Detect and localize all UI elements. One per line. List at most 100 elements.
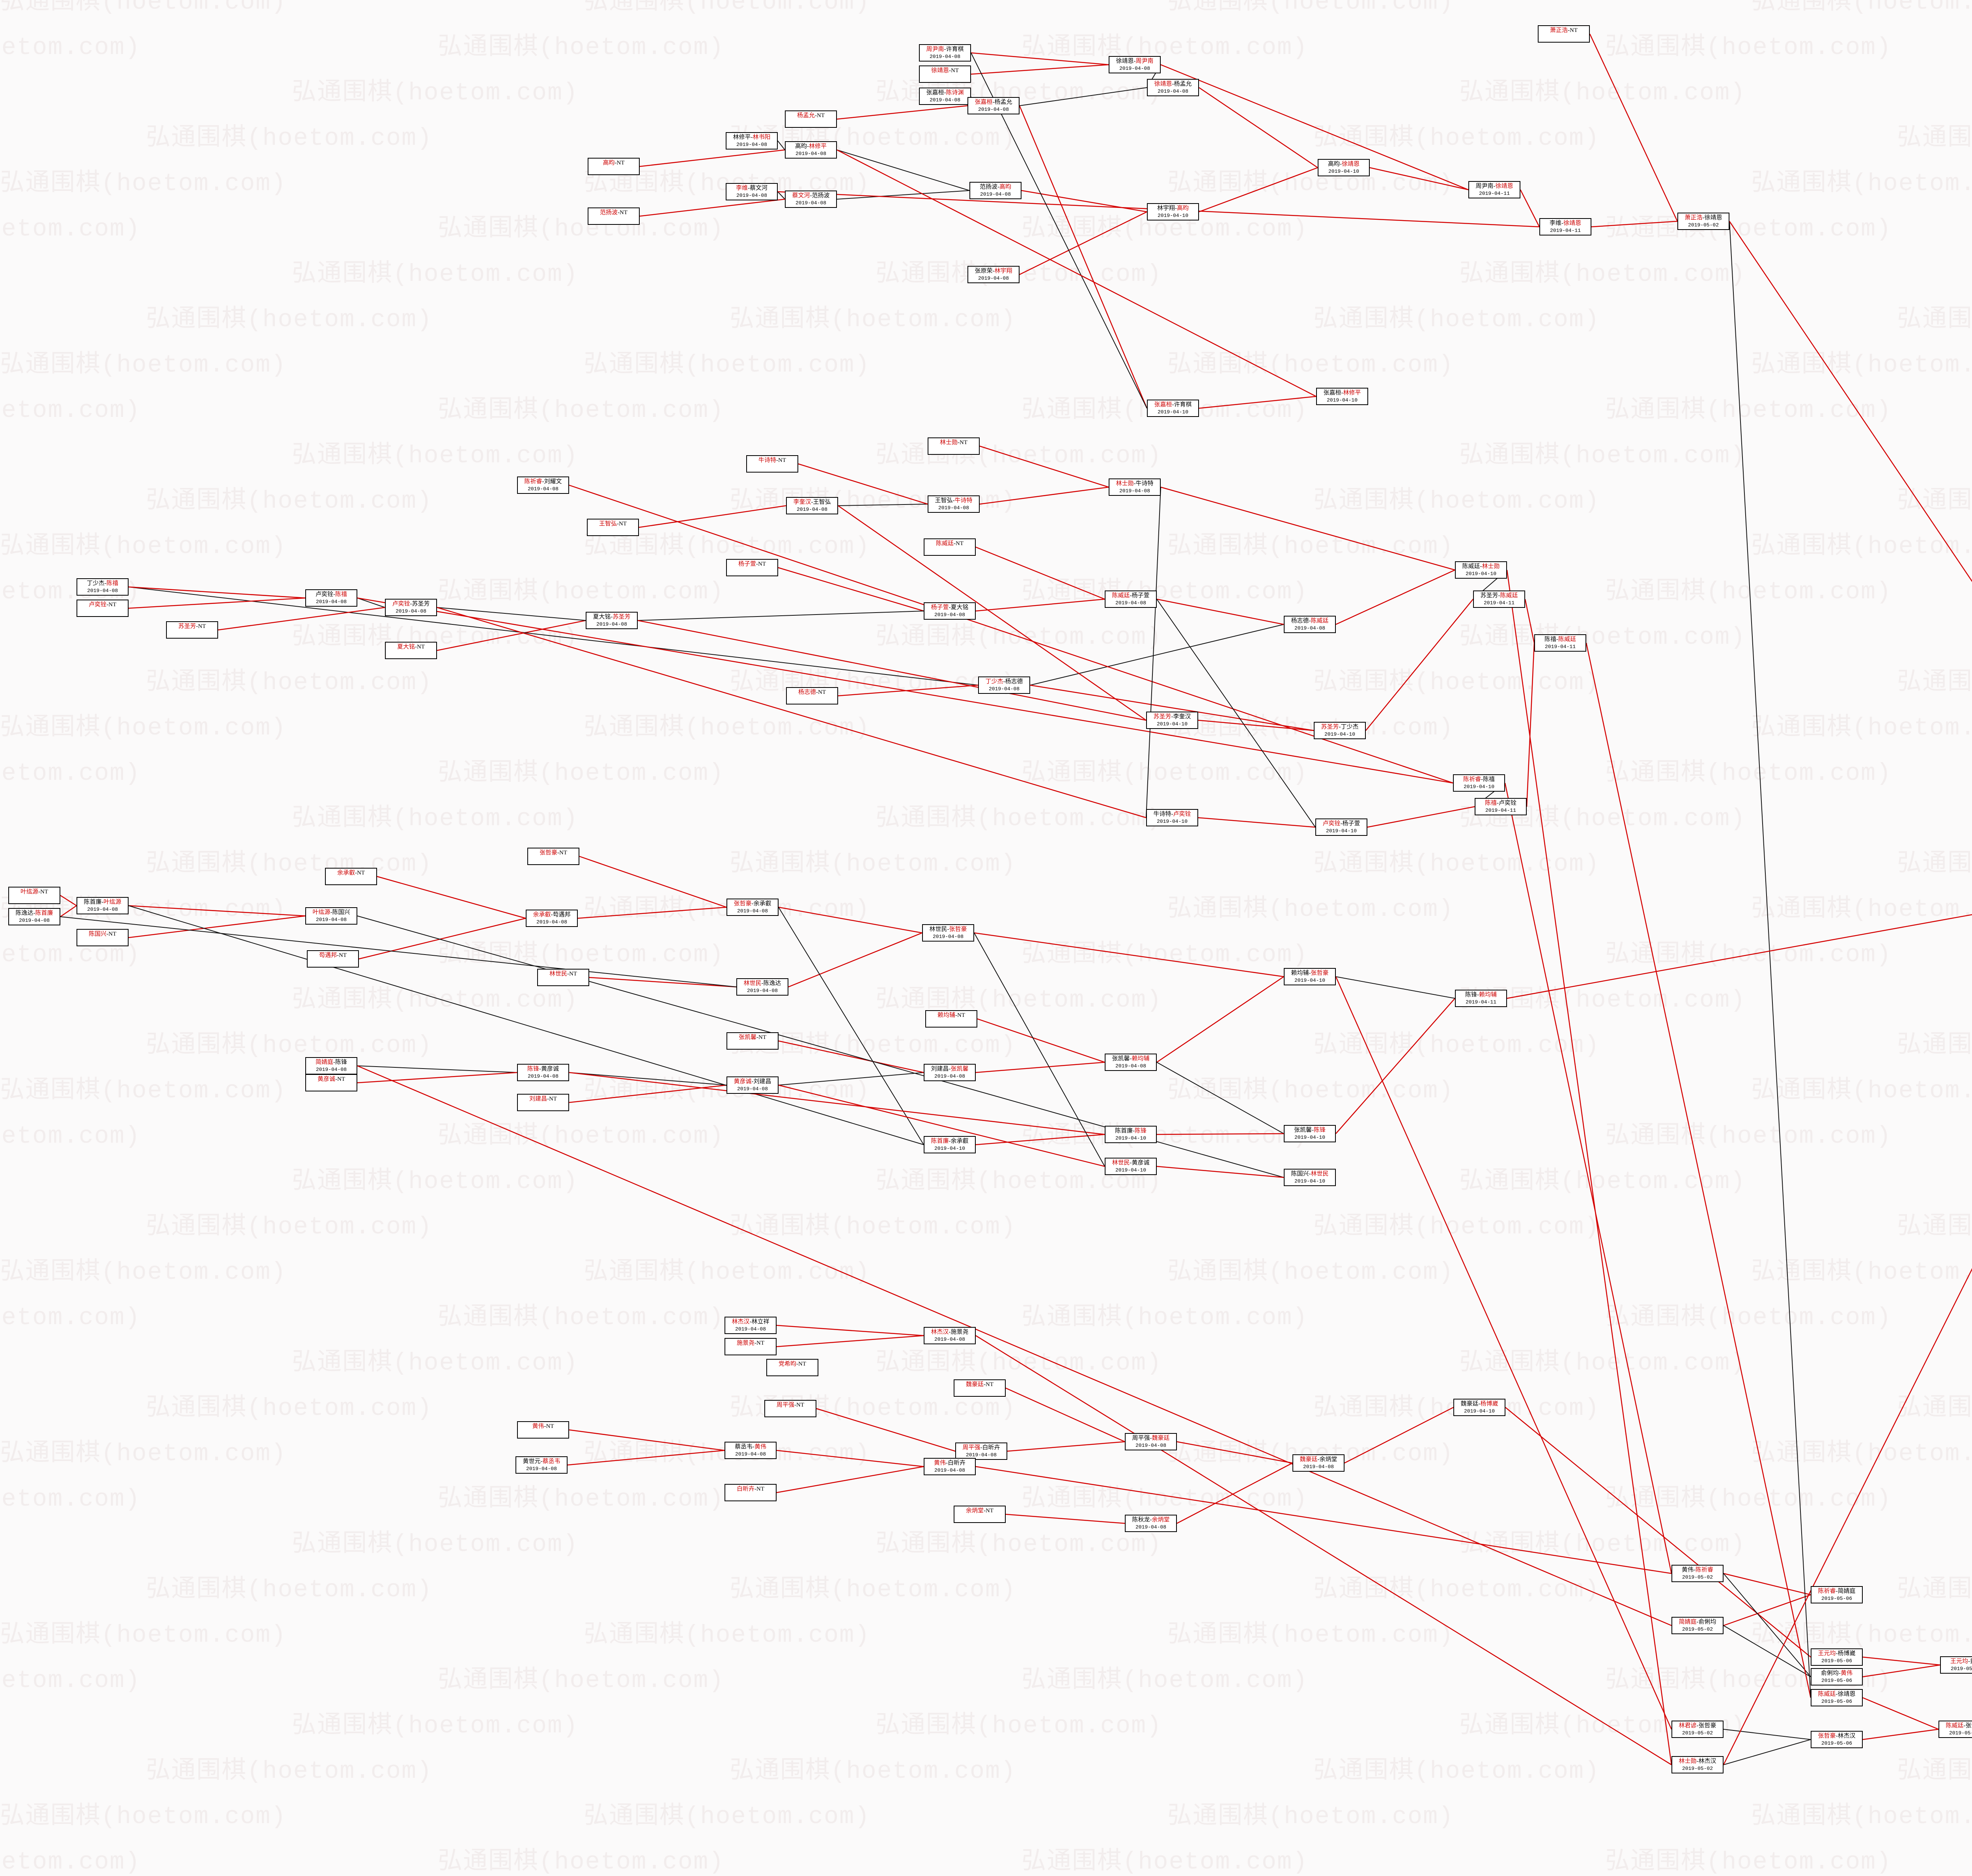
match-node[interactable]: 黄伟-NT [517, 1421, 569, 1439]
match-node[interactable]: 党希昀-NT [766, 1359, 818, 1376]
match-node[interactable]: 林世民-NT [537, 969, 589, 986]
match-node[interactable]: 牛诗特-NT [746, 455, 798, 473]
match-node[interactable]: 周平强-NT [764, 1400, 816, 1417]
match-node[interactable]: 卢奕铨-NT [77, 600, 129, 617]
match-node[interactable]: 余炳堂-NT [954, 1506, 1006, 1523]
match-node[interactable]: 白昕卉-NT [725, 1484, 777, 1501]
match-node[interactable]: 杨志德-NT [786, 687, 838, 704]
match-node[interactable]: 杨孟允-NT [785, 110, 837, 128]
match-node[interactable]: 黄彦诚-NT [305, 1074, 357, 1091]
match-node[interactable]: 张凯馨-NT [726, 1032, 779, 1050]
match-node[interactable]: 叶纮源-NT [8, 887, 60, 904]
match-node[interactable]: 夏大铭-NT [385, 642, 437, 659]
match-node[interactable]: 赖均辅-NT [925, 1010, 977, 1028]
match-node[interactable]: 余承叡-NT [325, 868, 377, 885]
match-node[interactable]: 徐靖恩-NT [919, 65, 971, 83]
match-node[interactable]: 苏圣芳-NT [166, 621, 218, 639]
match-node[interactable]: 施景尧-NT [725, 1338, 777, 1355]
match-node[interactable]: 陈国兴-NT [77, 929, 129, 946]
match-node[interactable]: 高昀-NT [588, 158, 640, 175]
match-node[interactable]: 刘建昌-NT [517, 1094, 569, 1111]
match-node[interactable]: 范扬波-NT [588, 207, 640, 225]
match-node[interactable]: 杨子萱-NT [726, 559, 778, 576]
match-node[interactable]: 魏豪廷-NT [954, 1379, 1006, 1397]
match-node[interactable]: 萧正浩-NT [1538, 25, 1590, 43]
match-node[interactable]: 王智弘-NT [587, 519, 639, 536]
match-node[interactable]: 陈威廷-NT [924, 538, 976, 556]
match-node[interactable]: 林士勋-NT [928, 437, 980, 455]
match-node[interactable]: 芶遇邦-NT [307, 950, 359, 968]
match-node[interactable]: 张哲豪-NT [527, 848, 579, 865]
